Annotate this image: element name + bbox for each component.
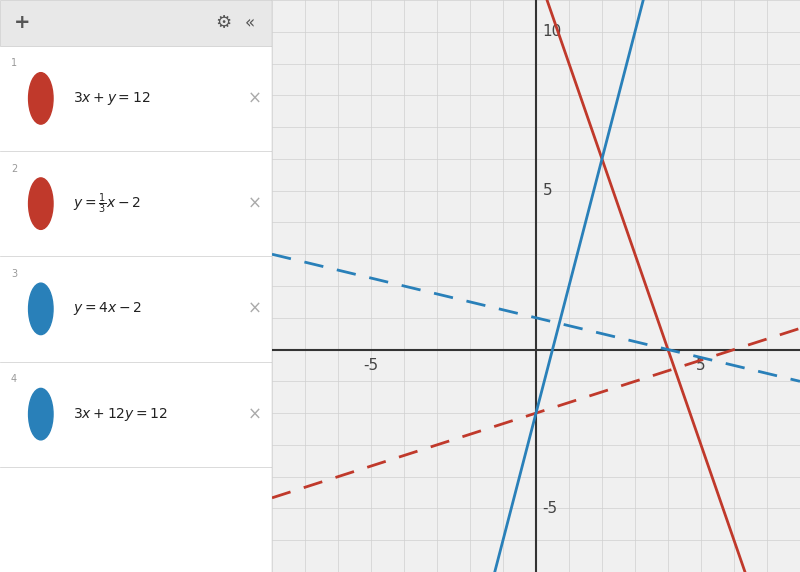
Text: 5: 5 bbox=[542, 183, 552, 198]
Text: 2: 2 bbox=[11, 164, 17, 174]
Text: ×: × bbox=[247, 89, 262, 108]
Text: ×: × bbox=[247, 405, 262, 423]
Text: 10: 10 bbox=[542, 24, 562, 39]
Text: $y = 4x - 2$: $y = 4x - 2$ bbox=[74, 300, 142, 317]
Text: +: + bbox=[14, 13, 30, 33]
Text: ⚙: ⚙ bbox=[215, 14, 231, 32]
Text: ×: × bbox=[247, 300, 262, 318]
Text: 4: 4 bbox=[11, 374, 17, 384]
Text: ×: × bbox=[247, 194, 262, 213]
Circle shape bbox=[29, 73, 53, 124]
Text: «: « bbox=[245, 14, 255, 32]
Circle shape bbox=[29, 178, 53, 229]
Text: $3x + y = 12$: $3x + y = 12$ bbox=[74, 90, 151, 107]
Text: -5: -5 bbox=[363, 358, 378, 372]
Text: $y = \frac{1}{3}x - 2$: $y = \frac{1}{3}x - 2$ bbox=[74, 192, 142, 216]
Text: 1: 1 bbox=[11, 58, 17, 69]
Text: 5: 5 bbox=[696, 358, 706, 372]
Circle shape bbox=[29, 283, 53, 335]
Circle shape bbox=[29, 388, 53, 440]
Text: -5: -5 bbox=[542, 501, 558, 516]
Bar bbox=[0, 0, 272, 46]
Text: 3: 3 bbox=[11, 269, 17, 279]
Text: $3x + 12y = 12$: $3x + 12y = 12$ bbox=[74, 406, 169, 423]
